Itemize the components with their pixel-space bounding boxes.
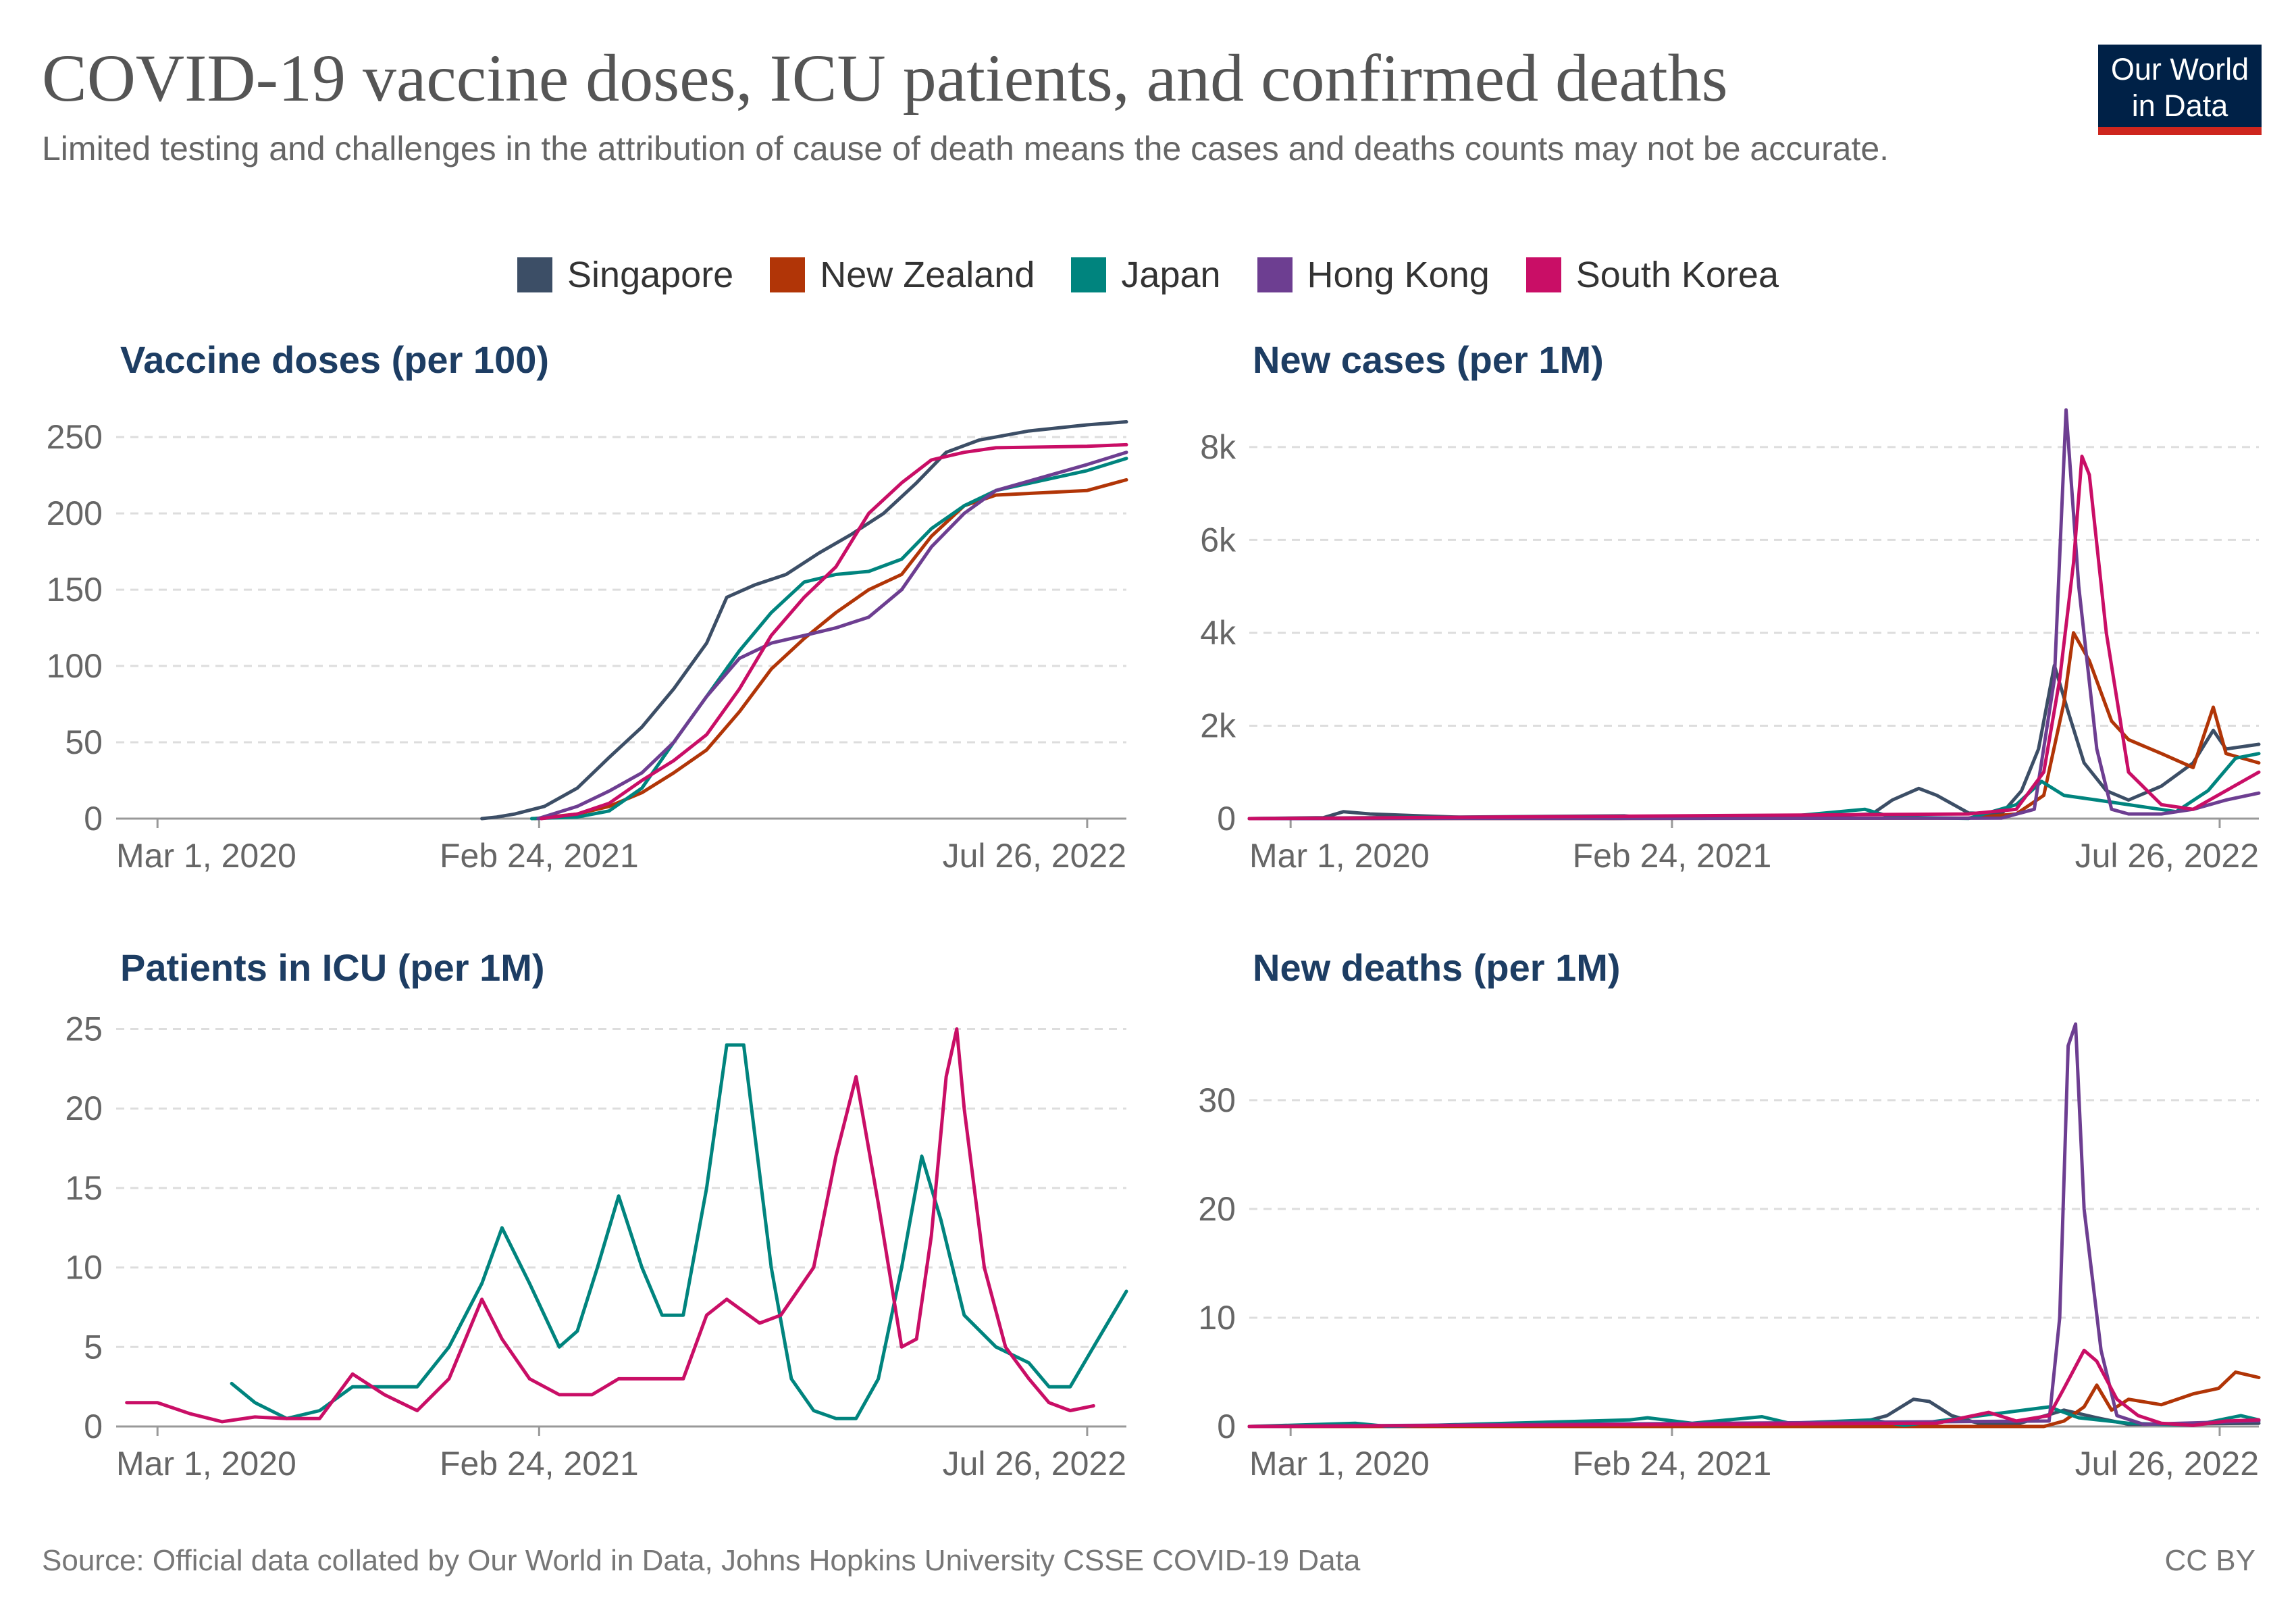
- x-tick-label: Mar 1, 2020: [1249, 837, 1430, 875]
- series-line-south-korea: [540, 442, 1128, 821]
- chart-icu: 0 5 10 15 20 25 Mar 1, 2020 Feb 24, 2021 Jul 26,…: [65, 1010, 1128, 1483]
- legend-swatch: [770, 257, 806, 292]
- logo-line-1: Our World: [2110, 52, 2249, 86]
- y-tick-label: 0: [84, 1408, 103, 1445]
- series-line-south-korea: [1247, 1348, 2261, 1429]
- series-line-new-zealand: [533, 478, 1128, 821]
- y-tick-label: 0: [1217, 800, 1236, 838]
- series-line-hong-kong: [1247, 1022, 2261, 1429]
- legend-label: New Zealand: [820, 255, 1035, 295]
- chart-subtitle: Limited testing and challenges in the at…: [42, 130, 1889, 168]
- x-tick-label: Jul 26, 2022: [2075, 1445, 2259, 1483]
- y-tick-label: 250: [47, 418, 103, 456]
- y-tick-label: 0: [1217, 1408, 1236, 1445]
- legend-swatch: [1071, 257, 1107, 292]
- y-tick-label: 2k: [1200, 706, 1236, 744]
- legend-label: Singapore: [567, 255, 734, 295]
- y-tick-label: 6k: [1200, 521, 1236, 559]
- legend-swatch: [1257, 257, 1293, 292]
- series-line-new-zealand: [1247, 631, 2261, 821]
- series-line-singapore: [480, 420, 1128, 821]
- y-tick-label: 10: [65, 1249, 103, 1287]
- logo-line-2: in Data: [2131, 88, 2228, 123]
- legend-item-new-zealand[interactable]: New Zealand: [770, 254, 1035, 296]
- legend-item-south-korea[interactable]: South Korea: [1525, 254, 1779, 296]
- y-tick-label: 20: [65, 1089, 103, 1127]
- owid-logo[interactable]: Our World in Data: [2098, 45, 2262, 135]
- series-line-hong-kong: [536, 451, 1128, 821]
- panel-title-new-cases: New cases (per 1M): [1253, 338, 1604, 381]
- chart-vaccine: 0 50 100 150 200 250 Mar 1, 2020 Feb 24, 2021 Ju…: [47, 418, 1128, 875]
- y-tick-label: 8k: [1200, 428, 1236, 466]
- logo-accent-bar: [2098, 127, 2262, 135]
- legend-label: South Korea: [1575, 255, 1779, 295]
- x-tick-label: Jul 26, 2022: [943, 837, 1126, 875]
- y-tick-label: 30: [1198, 1081, 1236, 1119]
- legend-item-hong-kong[interactable]: Hong Kong: [1257, 254, 1490, 296]
- legend-label: Japan: [1121, 255, 1221, 295]
- legend: Singapore New Zealand Japan Hong Kong So…: [0, 251, 2296, 299]
- panel-title-new-deaths: New deaths (per 1M): [1253, 946, 1621, 989]
- source-note: Source: Official data collated by Our Wo…: [42, 1544, 1361, 1577]
- y-tick-label: 10: [1198, 1299, 1236, 1337]
- legend-item-japan[interactable]: Japan: [1071, 254, 1221, 296]
- y-tick-label: 100: [47, 647, 103, 685]
- series-line-south-korea: [125, 1027, 1095, 1424]
- x-tick-label: Feb 24, 2021: [1573, 1445, 1772, 1483]
- chart-deaths: 0 10 20 30 Mar 1, 2020 Feb 24, 2021 Jul 26, 20…: [1198, 1022, 2261, 1483]
- chart-cases: 0 2k 4k 6k 8k Mar 1, 2020 Feb 24, 2021 Jul 26, …: [1200, 408, 2261, 875]
- x-tick-label: Mar 1, 2020: [116, 837, 296, 875]
- x-tick-label: Jul 26, 2022: [943, 1445, 1126, 1483]
- y-tick-label: 4k: [1200, 614, 1236, 652]
- x-tick-label: Jul 26, 2022: [2075, 837, 2259, 875]
- y-tick-label: 25: [65, 1010, 103, 1048]
- series-line-japan: [230, 1043, 1128, 1420]
- y-tick-label: 50: [65, 723, 103, 761]
- license-link[interactable]: CC BY: [2164, 1544, 2255, 1577]
- legend-item-singapore[interactable]: Singapore: [517, 254, 733, 296]
- legend-label: Hong Kong: [1307, 255, 1490, 295]
- y-tick-label: 200: [47, 494, 103, 532]
- chart-title: COVID-19 vaccine doses, ICU patients, an…: [42, 41, 1728, 115]
- series-line-japan: [529, 457, 1128, 821]
- series-line-new-zealand: [1247, 1370, 2261, 1429]
- x-tick-label: Mar 1, 2020: [1249, 1445, 1430, 1483]
- x-tick-label: Mar 1, 2020: [116, 1445, 296, 1483]
- series-line-south-korea: [1247, 455, 2261, 821]
- y-tick-label: 5: [84, 1328, 103, 1366]
- legend-swatch: [1525, 257, 1561, 292]
- panel-title-vaccine-doses: Vaccine doses (per 100): [120, 338, 550, 381]
- y-tick-label: 15: [65, 1169, 103, 1207]
- x-tick-label: Feb 24, 2021: [1573, 837, 1772, 875]
- y-tick-label: 20: [1198, 1190, 1236, 1228]
- series-line-hong-kong: [1247, 408, 2261, 821]
- y-tick-label: 0: [84, 800, 103, 838]
- x-tick-label: Feb 24, 2021: [440, 1445, 639, 1483]
- legend-swatch: [517, 257, 553, 292]
- x-tick-label: Feb 24, 2021: [440, 837, 639, 875]
- panel-title-icu-patients: Patients in ICU (per 1M): [120, 946, 545, 989]
- y-tick-label: 150: [47, 571, 103, 609]
